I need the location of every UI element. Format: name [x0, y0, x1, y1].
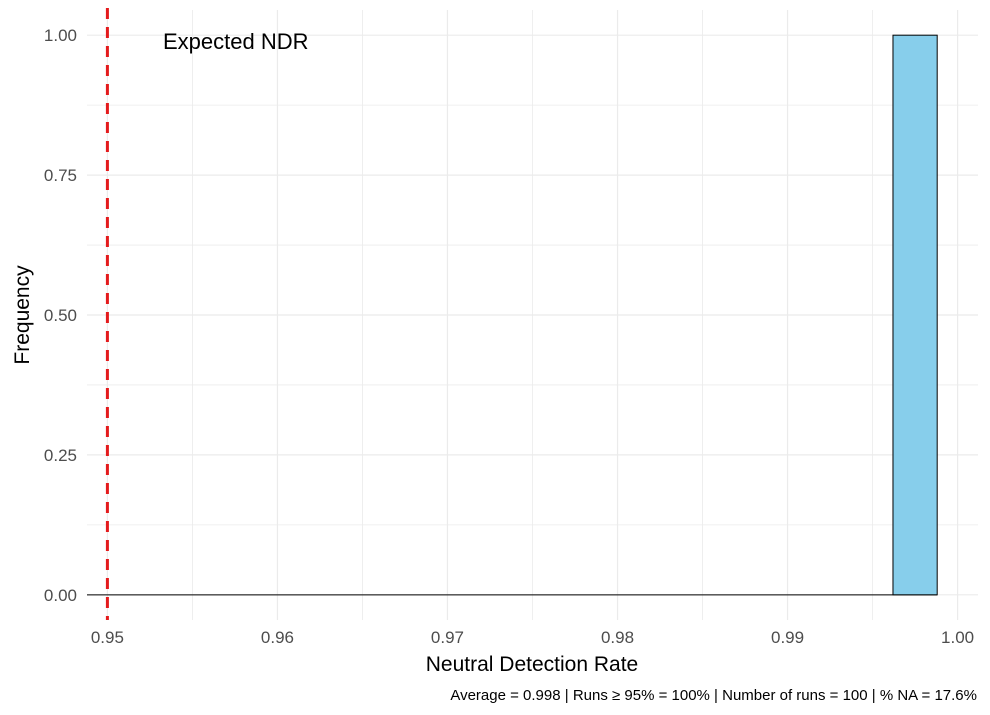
reference-line-label: Expected NDR — [163, 29, 309, 54]
x-tick-label: 0.95 — [91, 628, 124, 647]
x-tick-label: 0.99 — [771, 628, 804, 647]
summary-caption: Average = 0.998 | Runs ≥ 95% = 100% | Nu… — [450, 687, 977, 704]
bars-layer — [87, 34, 938, 596]
y-axis-title: Frequency — [11, 265, 34, 365]
y-tick-label: 0.50 — [44, 306, 77, 325]
x-axis-title: Neutral Detection Rate — [426, 653, 638, 676]
y-tick-label: 0.75 — [44, 166, 77, 185]
x-tick-label: 1.00 — [941, 628, 974, 647]
x-tick-label: 0.97 — [431, 628, 464, 647]
x-tick-label: 0.96 — [261, 628, 294, 647]
histogram-bar — [892, 34, 938, 596]
grid-layer — [87, 10, 978, 620]
x-tick-label: 0.98 — [601, 628, 634, 647]
y-tick-label: 0.25 — [44, 446, 77, 465]
y-tick-label: 1.00 — [44, 26, 77, 45]
tick-labels-layer: 0.00 0.25 0.50 0.75 1.00 0.95 0.96 0.97 0.98 0.99… — [44, 26, 974, 647]
y-tick-label: 0.00 — [44, 586, 77, 605]
